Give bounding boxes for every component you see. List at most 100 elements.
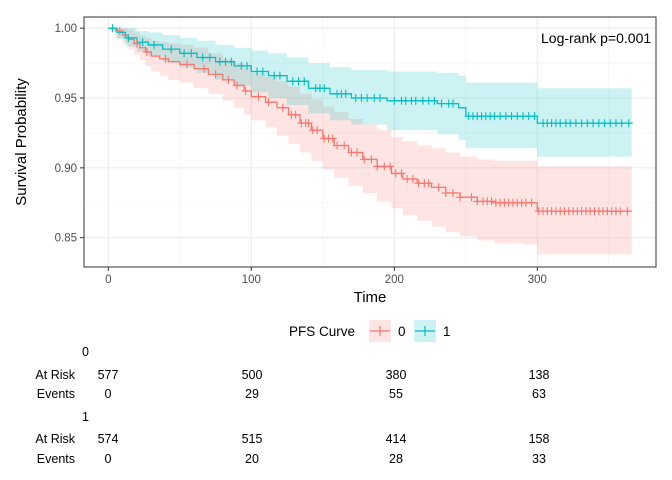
risk-row-label-at-risk-0: At Risk xyxy=(35,368,75,382)
censor-mark-0 xyxy=(456,193,465,202)
censor-mark-1 xyxy=(320,84,329,93)
censor-mark-0 xyxy=(132,39,141,48)
x-axis: 0 100 200 300 xyxy=(105,267,547,286)
risk-value-0-atrisk-t200: 380 xyxy=(386,368,407,382)
censor-mark-0 xyxy=(211,70,220,79)
censor-mark-0 xyxy=(278,103,287,112)
risk-value-0-atrisk-t300: 138 xyxy=(529,368,550,382)
y-tick-label: 0.85 xyxy=(55,233,77,245)
censor-mark-1 xyxy=(180,49,189,58)
censor-mark-1 xyxy=(124,33,133,42)
risk-table: 0 At Risk Events 577 500 380 138 0 29 55… xyxy=(35,345,549,466)
censor-mark-0 xyxy=(233,81,242,90)
censor-mark-1 xyxy=(437,99,446,108)
x-tick-label: 0 xyxy=(105,274,111,286)
legend-key-1 xyxy=(414,320,436,342)
censor-mark-1 xyxy=(363,94,372,103)
legend-label-0: 0 xyxy=(398,324,406,339)
censor-mark-1 xyxy=(198,53,207,62)
risk-value-0-events-t0: 0 xyxy=(105,387,112,401)
censor-mark-1 xyxy=(341,89,350,98)
panel-border xyxy=(83,16,657,268)
y-tick-label: 0.90 xyxy=(55,163,77,175)
logrank-annotation: Log-rank p=0.001 xyxy=(541,30,651,46)
censor-mark-1 xyxy=(108,24,117,33)
x-tick-label: 200 xyxy=(385,274,404,286)
legend-title: PFS Curve xyxy=(289,324,355,339)
censor-mark-0 xyxy=(373,162,382,171)
censor-mark-0 xyxy=(434,183,443,192)
censor-mark-0 xyxy=(115,26,124,35)
censor-mark-0 xyxy=(527,198,536,207)
censor-mark-1 xyxy=(167,45,176,54)
censor-mark-0 xyxy=(161,54,170,63)
censor-mark-0 xyxy=(313,126,322,135)
censor-mark-0 xyxy=(487,197,496,206)
risk-row-label-events-0: Events xyxy=(37,387,75,401)
censor-mark-0 xyxy=(142,47,151,56)
censor-mark-0 xyxy=(408,175,417,184)
risk-value-1-atrisk-t100: 515 xyxy=(242,432,263,446)
x-tick-label: 100 xyxy=(242,274,261,286)
censor-mark-0 xyxy=(448,188,457,197)
censor-mark-0 xyxy=(397,169,406,178)
plot-panel xyxy=(83,16,657,268)
censor-mark-0 xyxy=(304,119,313,128)
ci-band-0 xyxy=(108,28,632,255)
censor-mark-0 xyxy=(328,134,337,143)
risk-value-1-atrisk-t0: 574 xyxy=(98,432,119,446)
censor-marks xyxy=(108,24,633,216)
censor-mark-0 xyxy=(224,75,233,84)
censor-mark-0 xyxy=(200,64,209,73)
censor-mark-1 xyxy=(205,53,214,62)
y-tick-label: 1.00 xyxy=(55,23,77,35)
confidence-bands xyxy=(108,28,632,255)
risk-row-label-events-1: Events xyxy=(37,452,75,466)
censor-mark-1 xyxy=(624,119,633,128)
censor-mark-1 xyxy=(411,96,420,105)
censor-mark-1 xyxy=(390,96,399,105)
censor-mark-1 xyxy=(617,119,626,128)
legend-key-0 xyxy=(369,320,391,342)
censor-mark-1 xyxy=(258,67,267,76)
y-axis-title: Survival Probability xyxy=(13,78,30,206)
censor-mark-1 xyxy=(243,61,252,70)
censor-mark-1 xyxy=(138,38,147,47)
risk-row-label-at-risk-1: At Risk xyxy=(35,432,75,446)
panel-background xyxy=(84,17,656,267)
y-tick-label: 0.95 xyxy=(55,93,77,105)
censor-mark-0 xyxy=(353,148,362,157)
x-tick-label: 300 xyxy=(528,274,547,286)
censor-mark-1 xyxy=(187,49,196,58)
censor-mark-1 xyxy=(448,99,457,108)
censor-mark-0 xyxy=(360,155,369,164)
y-axis: 0.85 0.90 0.95 1.00 xyxy=(55,23,84,245)
risk-stratum-1-title: 1 xyxy=(82,410,89,424)
legend-keys xyxy=(369,320,436,342)
risk-value-0-atrisk-t100: 500 xyxy=(242,368,263,382)
legend: PFS Curve 0 1 xyxy=(289,320,451,342)
censor-mark-1 xyxy=(275,71,284,80)
censor-mark-0 xyxy=(441,188,450,197)
censor-mark-0 xyxy=(182,60,191,69)
ci-band-1 xyxy=(108,28,632,157)
risk-value-0-events-t200: 55 xyxy=(389,387,403,401)
censor-mark-1 xyxy=(227,57,236,66)
censor-mark-0 xyxy=(241,87,250,96)
censor-mark-0 xyxy=(367,155,376,164)
censor-mark-0 xyxy=(424,179,433,188)
risk-stratum-0-title: 0 xyxy=(82,345,89,359)
x-axis-title: Time xyxy=(354,289,387,306)
censor-mark-0 xyxy=(340,141,349,150)
censor-mark-0 xyxy=(291,110,300,119)
risk-value-0-events-t100: 29 xyxy=(245,387,259,401)
censor-mark-0 xyxy=(467,193,476,202)
risk-value-0-events-t300: 63 xyxy=(532,387,546,401)
risk-value-0-atrisk-t0: 577 xyxy=(98,368,119,382)
censor-mark-0 xyxy=(616,207,625,216)
censor-mark-0 xyxy=(386,162,395,171)
censor-mark-1 xyxy=(150,40,159,49)
censor-mark-1 xyxy=(430,96,439,105)
censor-mark-0 xyxy=(623,207,632,216)
